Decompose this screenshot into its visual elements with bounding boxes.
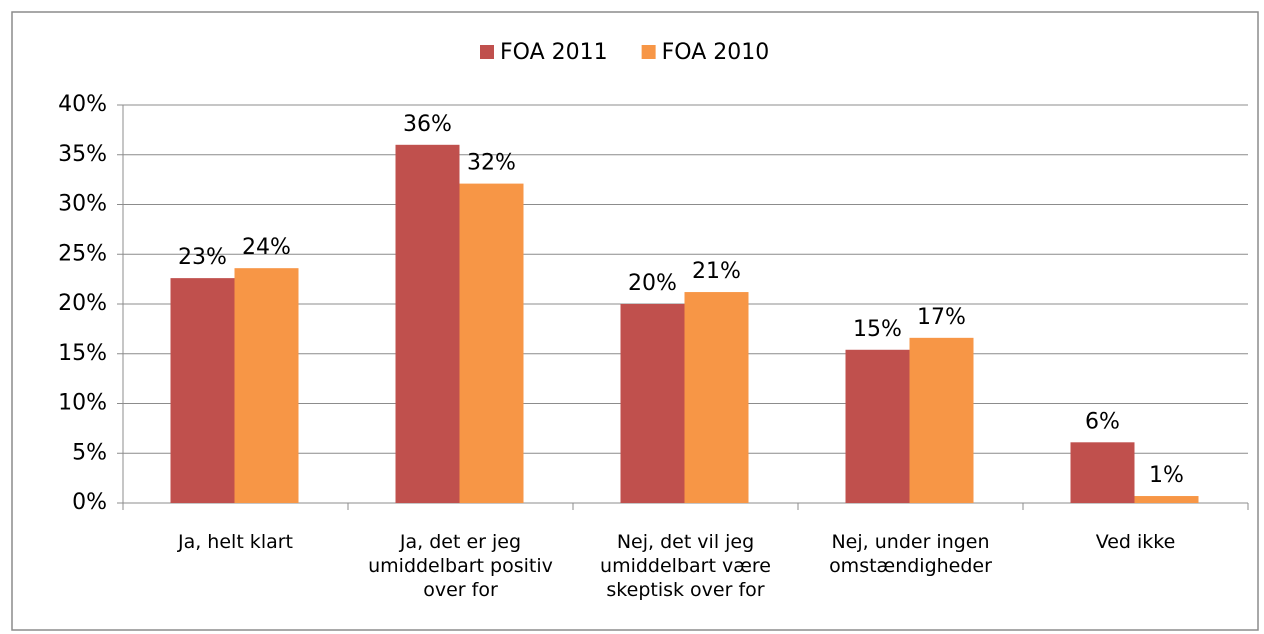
bar (459, 183, 524, 504)
x-tick-label: Ja, helt klart (177, 531, 293, 553)
legend-label: FOA 2010 (662, 40, 770, 65)
value-label: 32% (467, 151, 516, 176)
value-label: 36% (403, 112, 452, 137)
value-label: 20% (628, 271, 677, 296)
x-tick-label: Ved ikke (1095, 531, 1176, 553)
y-tick-label: 15% (58, 341, 107, 366)
legend-label: FOA 2011 (500, 40, 608, 65)
bar (170, 278, 235, 503)
bar (909, 337, 974, 503)
value-label: 23% (178, 245, 227, 270)
y-tick-label: 25% (58, 241, 107, 266)
value-label: 17% (917, 305, 966, 330)
bar (1070, 442, 1135, 503)
x-tick-label: Nej, under ingen omstændigheder (829, 531, 992, 577)
legend-swatch (480, 45, 494, 59)
x-tick-label: Nej, det vil jeg umiddelbart være skepti… (600, 531, 771, 601)
y-tick-label: 35% (58, 142, 107, 167)
y-tick-label: 5% (72, 440, 107, 465)
legend-swatch (641, 45, 656, 59)
bar (620, 304, 685, 503)
bar (395, 144, 460, 504)
value-label: 6% (1085, 409, 1120, 434)
y-tick-label: 30% (58, 192, 107, 217)
bar (234, 268, 299, 503)
bar (845, 349, 910, 503)
value-label: 24% (242, 235, 291, 260)
bar (684, 292, 749, 503)
y-tick-label: 40% (58, 92, 107, 117)
y-tick-label: 10% (58, 391, 107, 416)
y-tick-label: 20% (58, 291, 107, 316)
value-label: 15% (853, 317, 902, 342)
bar (1134, 496, 1199, 503)
value-label: 21% (692, 259, 741, 284)
value-label: 1% (1149, 463, 1184, 488)
y-tick-label: 0% (72, 490, 107, 515)
x-tick-label: Ja, det er jeg umiddelbart positiv over … (368, 531, 553, 601)
